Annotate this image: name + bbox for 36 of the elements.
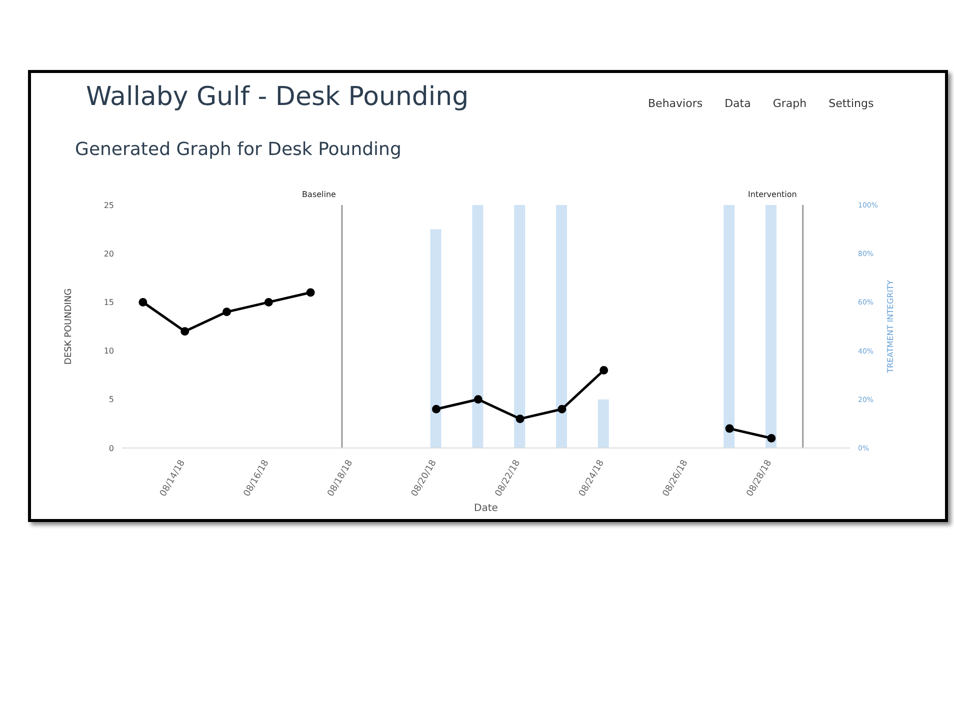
- y2-axis-title: TREATMENT INTEGRITY: [886, 280, 895, 374]
- point: [432, 404, 440, 414]
- point: [474, 395, 482, 404]
- y-tick-label: 10: [104, 346, 114, 356]
- point: [222, 308, 231, 316]
- point: [600, 366, 608, 374]
- point: [306, 288, 315, 297]
- chart-title: Wallaby Gulf - Desk Pounding: [86, 82, 469, 112]
- y-tick-label: 15: [104, 298, 114, 308]
- y-tick-label: 0: [108, 444, 114, 453]
- text: Data: [724, 97, 751, 110]
- point: [264, 298, 273, 306]
- bar: [598, 399, 609, 448]
- text: Behaviors: [648, 97, 703, 110]
- point: [767, 434, 776, 443]
- bar: [724, 205, 735, 448]
- text: Settings: [828, 97, 874, 110]
- y-tick-label: 25: [104, 200, 114, 210]
- point: [138, 298, 148, 306]
- y-tick-label: 5: [108, 395, 114, 404]
- x-axis-title: Date: [474, 503, 498, 514]
- y-tick-label: 20: [104, 249, 114, 258]
- bar: [765, 205, 776, 448]
- point: [516, 414, 524, 424]
- bar: [472, 205, 484, 448]
- ref-line-label: Baseline: [302, 190, 336, 199]
- chart-subtitle: Generated Graph for Desk Pounding: [75, 139, 402, 160]
- bar: [430, 229, 442, 448]
- point: [725, 424, 734, 433]
- text: Graph: [772, 97, 807, 110]
- y-axis-title: DESK POUNDING: [64, 288, 74, 365]
- bar: [514, 205, 526, 448]
- bar: [556, 205, 567, 448]
- point: [180, 327, 190, 336]
- point: [558, 404, 566, 414]
- ref-line-label: Intervention: [748, 190, 797, 199]
